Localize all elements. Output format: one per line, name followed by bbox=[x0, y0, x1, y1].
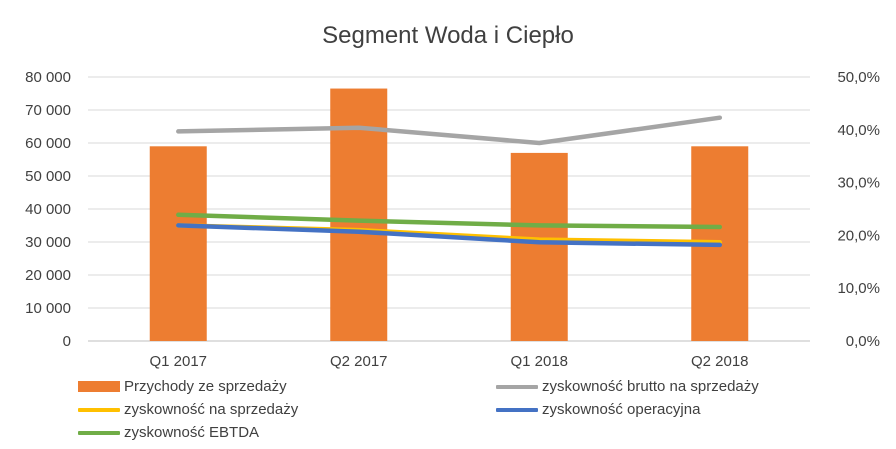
x-tick-label: Q2 2017 bbox=[330, 353, 388, 370]
y-left-tick-label: 70 000 bbox=[25, 102, 71, 119]
y-right-tick-label: 30,0% bbox=[837, 175, 880, 192]
bar-series bbox=[149, 88, 749, 341]
y-left-tick-label: 30 000 bbox=[25, 234, 71, 251]
legend-swatch bbox=[78, 430, 120, 435]
legend-item-sprzedazy: zyskowność na sprzedaży bbox=[78, 401, 298, 418]
legend-item-ebtda: zyskowność EBTDA bbox=[78, 424, 259, 441]
legend-label: zyskowność EBTDA bbox=[124, 424, 260, 441]
y-right-tick-label: 40,0% bbox=[837, 122, 880, 139]
legend-label: zyskowność na sprzedaży bbox=[124, 401, 299, 418]
chart-title: Segment Woda i Ciepło bbox=[322, 22, 574, 49]
y-axis-left: 0 10 000 20 000 30 000 40 000 50 000 60 000 70 … bbox=[25, 69, 71, 350]
legend-swatch bbox=[78, 381, 120, 392]
y-left-tick-label: 50 000 bbox=[25, 168, 71, 185]
y-right-tick-label: 50,0% bbox=[837, 69, 880, 86]
legend-item-przychody: Przychody ze sprzedaży bbox=[78, 378, 287, 395]
y-left-tick-label: 20 000 bbox=[25, 267, 71, 284]
x-tick-label: Q1 2018 bbox=[510, 353, 568, 370]
x-tick-label: Q2 2018 bbox=[691, 353, 749, 370]
y-left-tick-label: 10 000 bbox=[25, 300, 71, 317]
bar bbox=[149, 146, 207, 341]
y-left-tick-label: 80 000 bbox=[25, 69, 71, 86]
series-line bbox=[176, 212, 723, 230]
legend-swatch bbox=[78, 407, 120, 412]
y-right-tick-label: 0,0% bbox=[846, 333, 880, 350]
x-axis: Q1 2017 Q2 2017 Q1 2018 Q2 2018 bbox=[149, 353, 748, 370]
bar bbox=[510, 152, 568, 341]
x-tick-label: Q1 2017 bbox=[149, 353, 207, 370]
y-axis-right: 0,0% 10,0% 20,0% 30,0% 40,0% 50,0% bbox=[837, 69, 880, 350]
series-line bbox=[176, 223, 723, 248]
y-right-tick-label: 20,0% bbox=[837, 227, 880, 244]
legend-swatch bbox=[496, 384, 538, 389]
legend: Przychody ze sprzedaży zyskowność brutto… bbox=[78, 378, 878, 448]
line-series-group bbox=[176, 115, 723, 248]
legend-item-brutto: zyskowność brutto na sprzedaży bbox=[496, 378, 759, 395]
gridlines bbox=[88, 76, 810, 342]
y-left-tick-label: 40 000 bbox=[25, 201, 71, 218]
y-left-tick-label: 60 000 bbox=[25, 135, 71, 152]
legend-label: zyskowność operacyjna bbox=[542, 401, 701, 418]
y-left-tick-label: 0 bbox=[63, 333, 71, 350]
series-line bbox=[176, 115, 723, 146]
y-right-tick-label: 10,0% bbox=[837, 280, 880, 297]
legend-swatch bbox=[496, 407, 538, 412]
legend-label: zyskowność brutto na sprzedaży bbox=[542, 378, 759, 395]
legend-item-operacyjna: zyskowność operacyjna bbox=[496, 401, 700, 418]
legend-label: Przychody ze sprzedaży bbox=[124, 378, 287, 395]
